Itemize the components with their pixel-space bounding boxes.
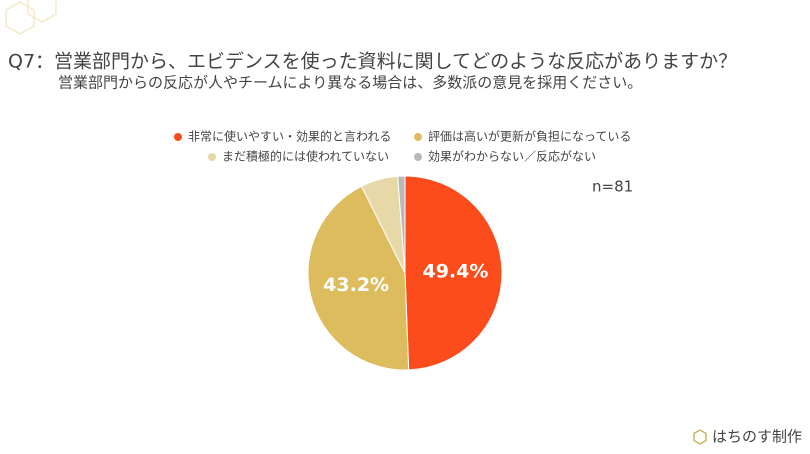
data-label: 43.2% [323,274,389,296]
legend-label: 非常に使いやすい・効果的と言われる [188,129,391,144]
legend-label: 評価は高いが更新が負担になっている [428,129,631,144]
hex-decoration [5,0,57,35]
chart-title: Q7：営業部門から、エビデンスを使った資料に関してどのような反応がありますか？ [8,51,737,73]
legend-swatch [414,153,422,161]
pie-slice [404,175,503,371]
legend-swatch [414,133,422,141]
legend-swatch [208,153,216,161]
pie-slice [397,175,406,274]
sample-size: n=81 [592,178,633,196]
pie-slice [307,185,410,371]
legend-swatch [174,133,182,141]
brand: はちのす制作 [712,428,802,446]
legend-label: 効果がわからない／反応がない [428,149,596,164]
legend-label: まだ積極的には使われていない [222,149,389,164]
chart-subtitle: 営業部門からの反応が人やチームにより異なる場合は、多数派の意見を採用ください。 [58,74,642,92]
data-label: 49.4% [422,261,488,283]
brand-logo [693,429,707,445]
